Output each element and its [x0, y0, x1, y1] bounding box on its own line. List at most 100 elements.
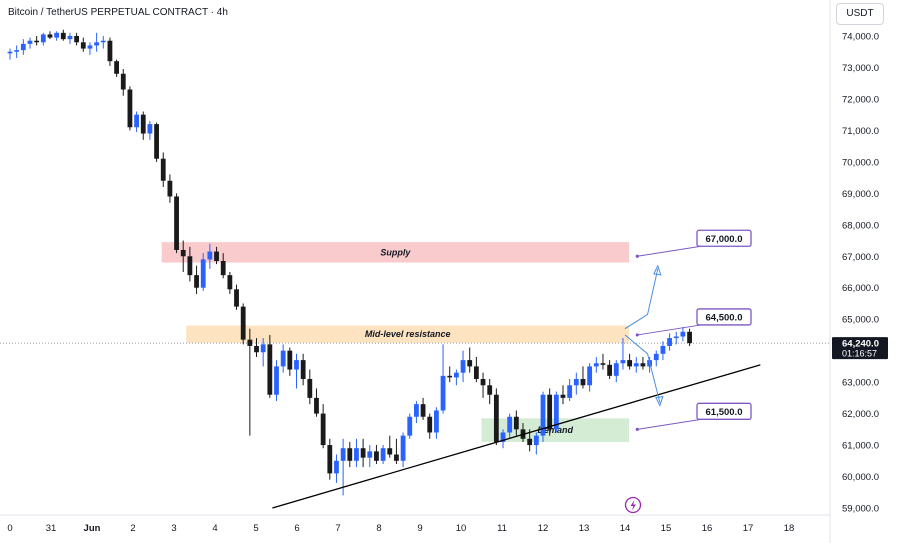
- candle-body: [47, 34, 53, 38]
- candle-body: [154, 124, 159, 159]
- candle-body: [460, 360, 466, 373]
- candle: [380, 445, 386, 464]
- candle: [513, 410, 519, 436]
- y-tick-label: 67,000.0: [842, 252, 879, 263]
- candle: [447, 366, 453, 383]
- candle-body: [513, 416, 519, 430]
- candle-body: [7, 51, 13, 54]
- candle: [687, 328, 692, 346]
- candle-body: [427, 416, 433, 433]
- candle: [540, 391, 546, 442]
- candle-body: [274, 366, 279, 395]
- candle-body: [560, 394, 566, 398]
- candle: [280, 344, 286, 373]
- candle: [427, 413, 433, 439]
- candle-body: [407, 416, 413, 436]
- candle: [194, 265, 199, 295]
- candle: [493, 388, 499, 446]
- x-tick-label: 15: [661, 523, 672, 534]
- candle-body: [120, 73, 126, 90]
- candle: [160, 152, 166, 188]
- candle: [74, 32, 80, 46]
- candle-body: [420, 404, 426, 417]
- callout-box: [696, 229, 752, 247]
- x-tick-label: 3: [171, 523, 176, 534]
- candle-body: [573, 378, 579, 386]
- candle: [214, 246, 219, 265]
- candle-body: [453, 372, 459, 378]
- x-tick-label: 2: [130, 523, 135, 534]
- candle-body: [227, 275, 233, 290]
- candle-body: [247, 339, 253, 346]
- x-tick-label: Jun: [84, 523, 101, 534]
- candle-body: [660, 345, 666, 354]
- candle-body: [160, 158, 166, 181]
- y-tick-label: 72,000.0: [842, 94, 879, 105]
- candle-body: [287, 350, 293, 370]
- candle: [227, 272, 233, 295]
- candle: [60, 29, 66, 41]
- candle: [234, 284, 239, 310]
- candle-body: [254, 345, 259, 353]
- candle: [667, 333, 672, 351]
- candle-body: [340, 448, 346, 461]
- candle: [294, 353, 299, 389]
- candle-body: [20, 43, 26, 51]
- candle: [207, 243, 213, 269]
- candle: [240, 303, 246, 345]
- candle-body: [527, 438, 533, 446]
- candle-body: [214, 251, 219, 261]
- candle: [367, 445, 373, 468]
- candle-body: [620, 360, 626, 364]
- candle-body: [280, 350, 286, 367]
- candle: [507, 413, 513, 439]
- candle-body: [447, 375, 453, 378]
- candle: [14, 45, 20, 59]
- candle: [34, 36, 40, 46]
- candle: [480, 372, 486, 398]
- candle: [567, 378, 573, 402]
- candle-body: [147, 124, 153, 134]
- candle-body: [680, 331, 686, 337]
- candle-body: [14, 50, 20, 52]
- candle: [440, 344, 446, 414]
- candle-body: [220, 260, 226, 276]
- x-tick-label: 6: [294, 523, 299, 534]
- candle: [633, 356, 639, 373]
- candle-body: [547, 394, 553, 430]
- candle-body: [267, 344, 273, 395]
- projection-down-arrowhead: [655, 395, 664, 407]
- candle-body: [294, 360, 299, 370]
- candle-body: [240, 306, 246, 340]
- currency-button[interactable]: USDT: [836, 3, 884, 25]
- candle: [354, 438, 359, 468]
- callout-label: 67,000.0: [706, 234, 743, 245]
- candle-body: [80, 42, 86, 49]
- lightning-bolt-icon[interactable]: [624, 496, 642, 514]
- candle: [620, 338, 626, 370]
- candle-body: [207, 251, 213, 260]
- x-tick-label: 17: [743, 523, 754, 534]
- y-tick-label: 68,000.0: [842, 220, 879, 231]
- candle-body: [234, 289, 239, 307]
- candle: [434, 407, 439, 439]
- projection-up-path: [624, 268, 659, 330]
- candle: [347, 441, 353, 468]
- candle: [134, 111, 139, 132]
- candle-body: [613, 363, 619, 376]
- candle-body: [387, 448, 393, 455]
- candle-body: [320, 413, 326, 446]
- candle: [87, 42, 93, 55]
- candle: [680, 327, 686, 342]
- candle: [613, 360, 619, 383]
- candle-body: [40, 34, 46, 43]
- candle-body: [354, 448, 359, 461]
- candle-body: [553, 394, 559, 430]
- candle-body: [673, 336, 679, 339]
- candle: [587, 363, 593, 392]
- candle: [94, 32, 100, 52]
- candle: [20, 39, 26, 55]
- zone-label-mid-level-resistance: Mid-level resistance: [365, 329, 451, 339]
- candle: [147, 120, 153, 140]
